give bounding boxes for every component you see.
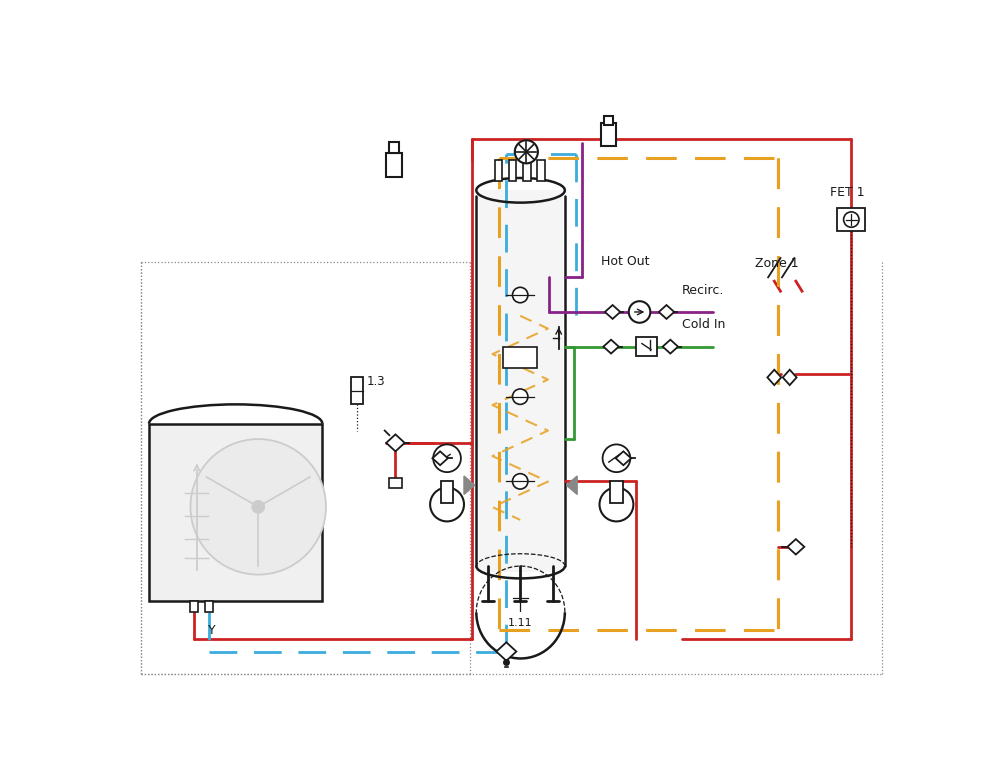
Bar — [537, 160, 545, 181]
Polygon shape — [767, 370, 781, 386]
Bar — [441, 481, 453, 503]
Bar — [149, 423, 322, 601]
Circle shape — [844, 212, 859, 227]
Bar — [604, 116, 613, 125]
Text: 1.11: 1.11 — [508, 618, 533, 628]
Polygon shape — [787, 539, 804, 554]
Polygon shape — [605, 305, 620, 319]
Bar — [351, 378, 363, 404]
Circle shape — [252, 500, 264, 513]
Text: Zone 1: Zone 1 — [755, 257, 798, 270]
Polygon shape — [616, 451, 631, 465]
Text: FET 1: FET 1 — [830, 186, 865, 199]
Circle shape — [430, 487, 464, 521]
Text: Y: Y — [208, 624, 216, 637]
Bar — [503, 347, 537, 369]
Bar — [523, 160, 531, 181]
Bar — [495, 160, 502, 181]
Bar — [190, 601, 198, 611]
Bar — [205, 601, 213, 611]
Circle shape — [433, 444, 461, 472]
Text: 1.3: 1.3 — [366, 375, 385, 388]
Circle shape — [512, 473, 528, 489]
Circle shape — [512, 288, 528, 303]
Bar — [478, 190, 563, 572]
Text: Recirc.: Recirc. — [682, 284, 724, 297]
Bar — [610, 481, 623, 503]
Text: Hot Out: Hot Out — [601, 255, 650, 268]
Polygon shape — [603, 340, 619, 354]
Polygon shape — [566, 476, 577, 494]
Polygon shape — [663, 340, 678, 354]
Bar — [837, 208, 865, 231]
Bar — [636, 338, 657, 356]
Bar — [386, 153, 402, 177]
Polygon shape — [464, 476, 475, 494]
Text: Cold In: Cold In — [682, 318, 725, 332]
Circle shape — [512, 389, 528, 404]
Polygon shape — [783, 370, 797, 386]
Circle shape — [515, 140, 538, 163]
Circle shape — [190, 439, 326, 574]
Circle shape — [600, 487, 633, 521]
Polygon shape — [659, 305, 674, 319]
Bar — [601, 123, 616, 146]
Bar — [509, 160, 516, 181]
Polygon shape — [496, 642, 516, 661]
Bar — [389, 142, 399, 153]
Polygon shape — [432, 451, 448, 465]
Bar — [389, 477, 402, 488]
Circle shape — [603, 444, 630, 472]
Polygon shape — [386, 434, 405, 451]
Circle shape — [629, 301, 650, 323]
